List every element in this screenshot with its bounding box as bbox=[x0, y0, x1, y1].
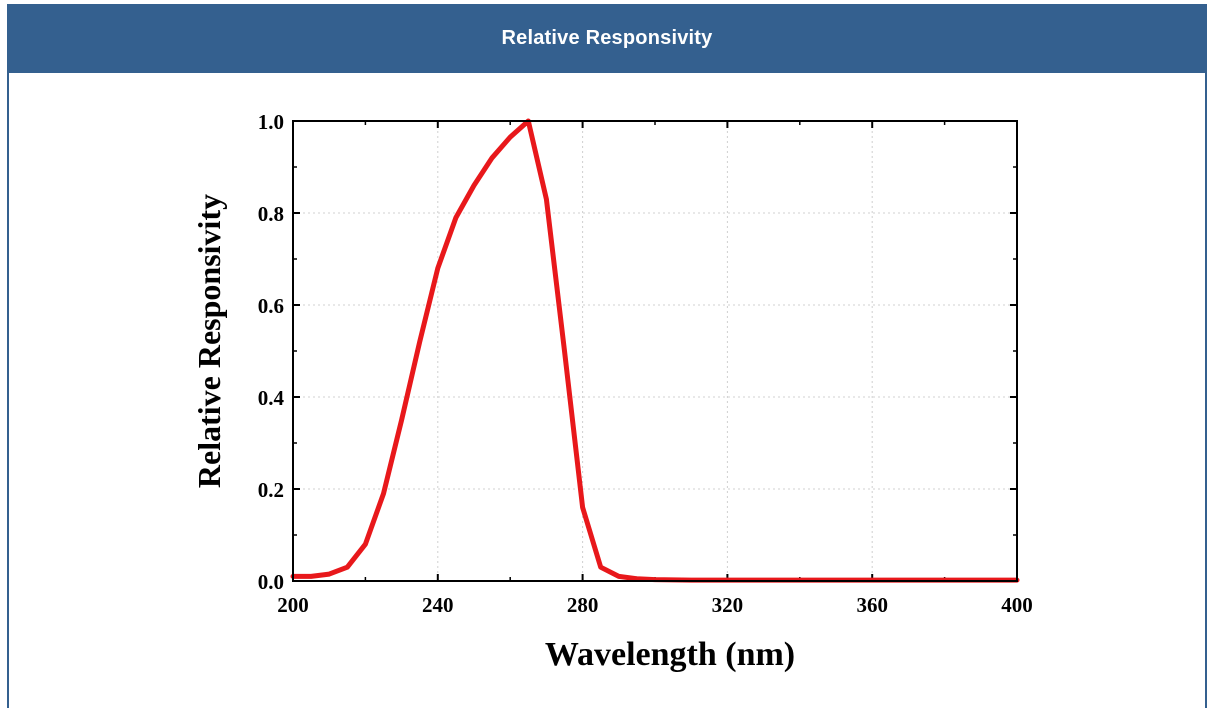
y-tick-label: 0.2 bbox=[258, 478, 284, 502]
y-axis-label: Relative Responsivity bbox=[191, 194, 227, 488]
tick-layer bbox=[292, 120, 1018, 582]
series-layer bbox=[290, 118, 1020, 583]
panel-title: Relative Responsivity bbox=[501, 27, 713, 49]
x-tick-label: 360 bbox=[856, 593, 888, 617]
y-tick-label: 0.4 bbox=[258, 386, 285, 410]
y-tick-label: 1.0 bbox=[258, 110, 284, 134]
x-tick-label: 200 bbox=[277, 593, 309, 617]
y-tick-label: 0.0 bbox=[258, 570, 284, 594]
y-tick-label: 0.8 bbox=[258, 202, 284, 226]
plot-frame bbox=[292, 120, 1018, 582]
x-axis-label: Wavelength (nm) bbox=[545, 636, 795, 673]
panel-header: Relative Responsivity bbox=[9, 4, 1205, 73]
grid-layer bbox=[293, 121, 1017, 581]
responsivity-line bbox=[290, 118, 1020, 583]
x-tick-label: 280 bbox=[567, 593, 599, 617]
x-tick-label: 240 bbox=[422, 593, 454, 617]
y-tick-label: 0.6 bbox=[258, 294, 284, 318]
x-tick-label: 400 bbox=[1001, 593, 1033, 617]
label-layer: 200 240 280 320 360 400 0.0 0.2 0.4 0.6 0.8 1.0 bbox=[258, 110, 1033, 617]
x-tick-label: 320 bbox=[712, 593, 744, 617]
